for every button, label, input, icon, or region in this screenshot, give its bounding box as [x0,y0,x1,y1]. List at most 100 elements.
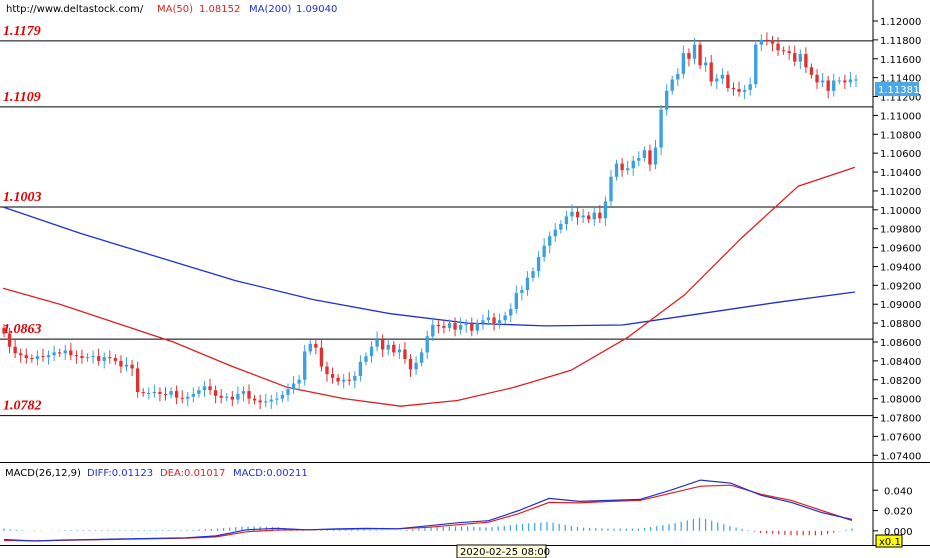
candle-body [135,368,140,393]
candle-body [458,324,463,330]
candle-body [514,292,518,309]
price-tick-label: 1.08800 [880,319,921,330]
candle-body [587,215,591,220]
candle-body [358,361,363,376]
ma200-label: MA(200) [249,4,291,15]
candle-body [793,53,797,62]
candle-body [787,51,791,54]
candle-body [709,62,713,82]
candle-body [174,391,179,398]
candle-body [152,392,157,394]
candle-body [592,212,596,220]
time-label-box [456,544,547,558]
candle-body [419,352,424,363]
candle-body [620,163,624,171]
candle-body [425,336,429,353]
candle-body [564,216,569,224]
candle-body [720,74,725,79]
candle-body [74,355,79,357]
candle-body [364,356,368,362]
candle-body [369,346,374,357]
candle-body [80,356,84,359]
candle-body [581,215,585,218]
candle-body [264,401,268,403]
candle-body [392,344,396,353]
candle-body [19,353,23,356]
price-tick-label: 1.09000 [880,300,921,311]
candle-body [676,73,680,80]
source-url[interactable]: http://www.deltastock.com/ [6,4,144,15]
candle-body [737,88,741,92]
candle-body [486,317,491,321]
candle-body [108,357,112,359]
price-tick-label: 1.11200 [880,93,921,104]
candle-body [503,315,507,321]
candle-body [820,80,825,83]
price-tick-label: 1.12000 [880,17,921,28]
candle-body [258,400,262,403]
macd-diff-value: DIFF:0.01123 [87,468,153,479]
candle-body [113,358,118,361]
price-tick-label: 1.07800 [880,414,921,425]
zoom-label: x0.1 [879,537,901,548]
macd-label: MACD(26,12,9) [5,468,81,479]
candle-body [280,394,285,399]
candle-body [765,39,769,41]
candle-body [776,43,780,51]
candle-body [35,356,40,359]
candle-body [603,201,608,219]
candle-body [219,395,223,398]
candle-body [548,236,552,246]
price-tick-label: 1.10000 [880,206,921,217]
candle-body [798,54,802,62]
candle-body [726,74,730,89]
level-label: 1.0782 [3,399,42,414]
candle-body [809,67,814,75]
candle-body [2,327,6,334]
candle-body [252,398,257,401]
candle-body [481,320,485,324]
ma50-line [2,166,856,407]
candle-body [191,393,196,397]
candle-body [408,358,413,370]
candle-body [102,357,106,361]
zoom-button[interactable] [875,534,903,548]
candle-body [542,245,546,258]
candle-body [609,176,613,202]
candle-body [13,346,17,354]
price-tick-label: 1.07600 [880,432,921,443]
macd-tick-label: 0.040 [884,486,913,497]
candle-body [848,79,853,83]
candle-body [670,79,674,91]
candle-body [687,53,691,59]
candle-body [96,356,101,361]
macd-hist-value: MACD:0.00211 [233,468,308,479]
price-tick-label: 1.09200 [880,281,921,292]
candle-body [41,356,45,358]
candle-body [275,398,279,400]
candle-body [91,356,95,358]
candle-body [492,317,496,324]
time-label: 2020-02-25 08:00 [460,547,550,558]
candle-body [553,229,557,237]
price-tick-label: 1.08200 [880,376,921,387]
candle-body [754,44,758,85]
price-tick-label: 1.10800 [880,130,921,141]
candle-body [330,374,335,378]
price-tick-label: 1.11600 [880,55,921,66]
candle-body [386,344,390,350]
candle-body [69,350,73,356]
candle-body [781,50,786,52]
candle-body [24,355,28,359]
candle-body [269,399,273,402]
price-tick-label: 1.10400 [880,168,921,179]
price-tick-label: 1.08400 [880,357,921,368]
ma200-line [2,206,856,327]
candle-body [186,396,190,399]
candle-body [520,290,524,293]
price-tick-label: 1.11800 [880,36,921,47]
candle-body [509,308,513,316]
candle-body [403,349,407,359]
candle-body [626,168,630,171]
